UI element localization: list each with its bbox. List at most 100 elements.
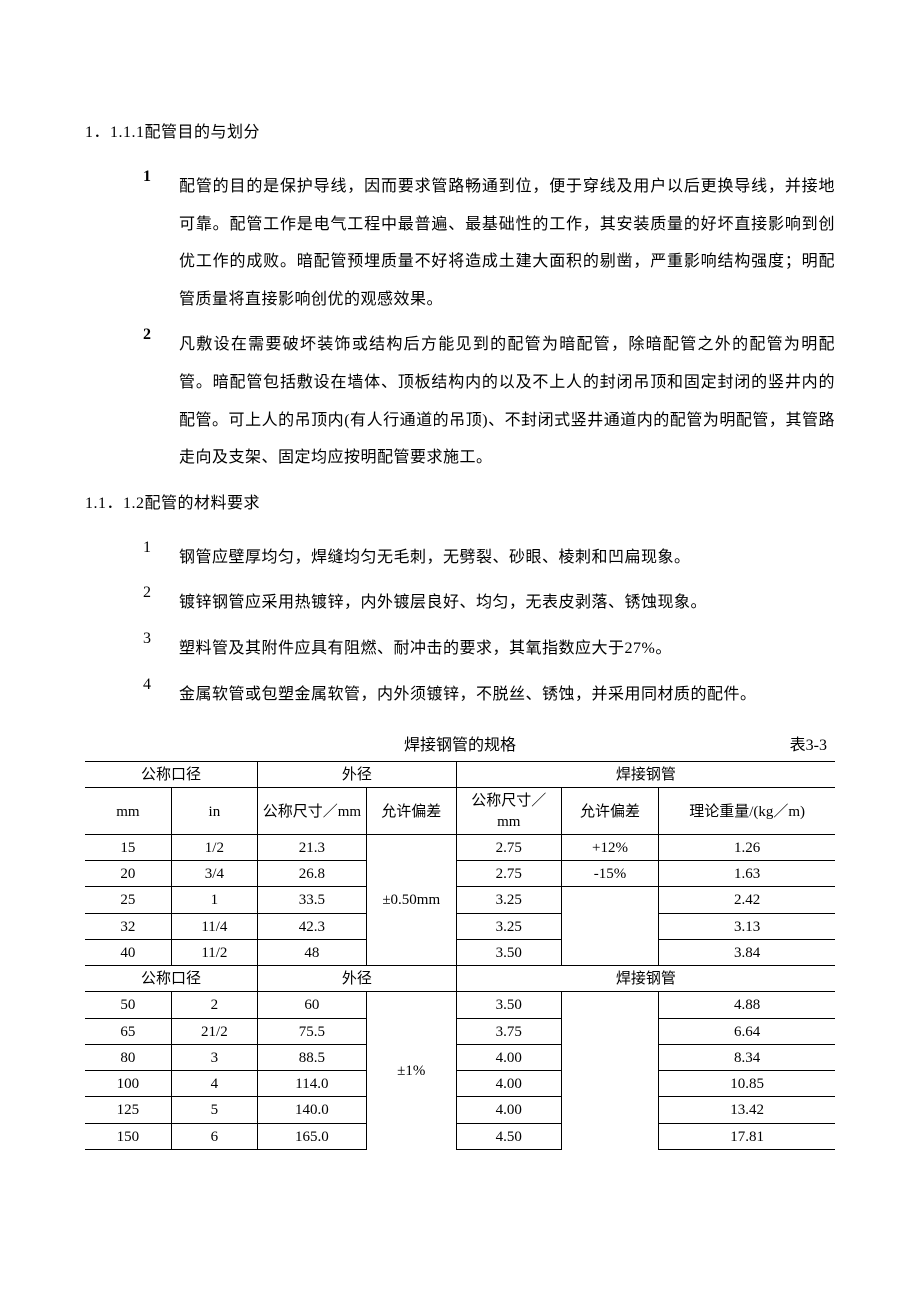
cell-wall: 3.25: [456, 887, 561, 913]
cell-wall: 3.50: [456, 939, 561, 965]
th-nominal: 公称口径: [85, 966, 258, 992]
cell-mm: 65: [85, 1018, 171, 1044]
cell-in: 6: [171, 1123, 257, 1149]
cell-in: 5: [171, 1097, 257, 1123]
item-text: 镀锌钢管应采用热镀锌，内外镀层良好、均匀，无表皮剥落、锈蚀现象。: [179, 584, 835, 622]
th-outer: 外径: [258, 762, 457, 788]
table-row: 40 11/2 48 3.50 3.84: [85, 939, 835, 965]
table-row: 80 3 88.5 4.00 8.34: [85, 1044, 835, 1070]
cell-wall: 2.75: [456, 861, 561, 887]
cell-wall: 4.00: [456, 1097, 561, 1123]
cell-in: 11/2: [171, 939, 257, 965]
cell-wt: 3.13: [659, 913, 835, 939]
list-item: 4 金属软管或包塑金属软管，内外须镀锌，不脱丝、锈蚀，并采用同材质的配件。: [143, 676, 835, 714]
section-1-list: 1 配管的目的是保护导线，因而要求管路畅通到位，便于穿线及用户以后更换导线，并接…: [85, 168, 835, 477]
cell-mm: 100: [85, 1071, 171, 1097]
cell-mm: 40: [85, 939, 171, 965]
list-item: 3 塑料管及其附件应具有阻燃、耐冲击的要求，其氧指数应大于27%。: [143, 630, 835, 668]
cell-in: 1: [171, 887, 257, 913]
item-number: 2: [143, 584, 179, 622]
th-weight: 理论重量/(kg／m): [659, 788, 835, 835]
section-number: 1．1.1.1: [85, 124, 145, 141]
cell-od: 114.0: [258, 1071, 367, 1097]
cell-od: 88.5: [258, 1044, 367, 1070]
th-in: in: [171, 788, 257, 835]
cell-in: 11/4: [171, 913, 257, 939]
table-row: 15 1/2 21.3 ±0.50mm 2.75 +12% 1.26: [85, 834, 835, 860]
item-text: 配管的目的是保护导线，因而要求管路畅通到位，便于穿线及用户以后更换导线，并接地可…: [179, 168, 835, 318]
cell-in: 3: [171, 1044, 257, 1070]
table-title: 焊接钢管的规格: [404, 731, 516, 755]
th-nominal: 公称口径: [85, 762, 258, 788]
table-row: 65 21/2 75.5 3.75 6.64: [85, 1018, 835, 1044]
table-header-row: 公称口径 外径 焊接钢管: [85, 762, 835, 788]
item-text: 塑料管及其附件应具有阻燃、耐冲击的要求，其氧指数应大于27%。: [179, 630, 835, 668]
table-row: 150 6 165.0 4.50 17.81: [85, 1123, 835, 1149]
item-text: 金属软管或包塑金属软管，内外须镀锌，不脱丝、锈蚀，并采用同材质的配件。: [179, 676, 835, 714]
cell-mm: 125: [85, 1097, 171, 1123]
cell-mm: 15: [85, 834, 171, 860]
cell-wt: 10.85: [659, 1071, 835, 1097]
pipe-spec-table-wrap: 焊接钢管的规格 表3-3 公称口径 外径 焊接钢管 mm in 公称尺寸／mm …: [85, 731, 835, 1150]
cell-wall: 3.50: [456, 992, 561, 1018]
item-number: 1: [143, 168, 179, 318]
cell-in: 3/4: [171, 861, 257, 887]
cell-mm: 150: [85, 1123, 171, 1149]
cell-wt: 13.42: [659, 1097, 835, 1123]
cell-od: 60: [258, 992, 367, 1018]
table-row: 50 2 60 ±1% 3.50 4.88: [85, 992, 835, 1018]
cell-mm: 80: [85, 1044, 171, 1070]
cell-wt: 17.81: [659, 1123, 835, 1149]
th-outer: 外径: [258, 966, 457, 992]
section-2-list: 1 钢管应壁厚均匀，焊缝均匀无毛刺，无劈裂、砂眼、棱刺和凹扁现象。 2 镀锌钢管…: [85, 539, 835, 713]
item-text: 凡敷设在需要破坏装饰或结构后方能见到的配管为暗配管，除暗配管之外的配管为明配管。…: [179, 326, 835, 476]
table-number: 表3-3: [790, 731, 827, 755]
cell-od: 33.5: [258, 887, 367, 913]
cell-od: 140.0: [258, 1097, 367, 1123]
section-title: 配管目的与划分: [145, 124, 261, 141]
th-welded: 焊接钢管: [456, 762, 835, 788]
list-item: 2 凡敷设在需要破坏装饰或结构后方能见到的配管为暗配管，除暗配管之外的配管为明配…: [143, 326, 835, 476]
cell-in: 2: [171, 992, 257, 1018]
cell-wall: 2.75: [456, 834, 561, 860]
section-heading-2: 1.1．1.2配管的材料要求: [85, 489, 835, 513]
cell-wall: 4.50: [456, 1123, 561, 1149]
th-od-tol: 允许偏差: [366, 788, 456, 835]
cell-mm: 20: [85, 861, 171, 887]
table-row: 32 11/4 42.3 3.25 3.13: [85, 913, 835, 939]
cell-od: 75.5: [258, 1018, 367, 1044]
cell-wall: 3.75: [456, 1018, 561, 1044]
cell-wt: 6.64: [659, 1018, 835, 1044]
cell-wt: 4.88: [659, 992, 835, 1018]
cell-od-tol: ±0.50mm: [366, 834, 456, 965]
th-wall: 公称尺寸／mm: [456, 788, 561, 835]
cell-in: 4: [171, 1071, 257, 1097]
cell-od-tol: ±1%: [366, 992, 456, 1150]
item-text: 钢管应壁厚均匀，焊缝均匀无毛刺，无劈裂、砂眼、棱刺和凹扁现象。: [179, 539, 835, 577]
cell-wt: 8.34: [659, 1044, 835, 1070]
table-subheader-row: mm in 公称尺寸／mm 允许偏差 公称尺寸／mm 允许偏差 理论重量/(kg…: [85, 788, 835, 835]
item-number: 4: [143, 676, 179, 714]
item-number: 3: [143, 630, 179, 668]
list-item: 1 配管的目的是保护导线，因而要求管路畅通到位，便于穿线及用户以后更换导线，并接…: [143, 168, 835, 318]
cell-mm: 32: [85, 913, 171, 939]
cell-wt: 1.63: [659, 861, 835, 887]
table-row: 25 1 33.5 3.25 2.42: [85, 887, 835, 913]
th-welded: 焊接钢管: [456, 966, 835, 992]
list-item: 2 镀锌钢管应采用热镀锌，内外镀层良好、均匀，无表皮剥落、锈蚀现象。: [143, 584, 835, 622]
item-number: 1: [143, 539, 179, 577]
table-midheader-row: 公称口径 外径 焊接钢管: [85, 966, 835, 992]
section-number: 1.1．1.2: [85, 495, 145, 512]
cell-in: 21/2: [171, 1018, 257, 1044]
table-row: 125 5 140.0 4.00 13.42: [85, 1097, 835, 1123]
cell-wall-tol: +12%: [561, 834, 659, 860]
cell-mm: 25: [85, 887, 171, 913]
table-row: 20 3/4 26.8 2.75 -15% 1.63: [85, 861, 835, 887]
cell-in: 1/2: [171, 834, 257, 860]
cell-wall-tol-empty: [561, 887, 659, 966]
cell-od: 48: [258, 939, 367, 965]
cell-wall-tol-empty: [561, 992, 659, 1150]
cell-od: 26.8: [258, 861, 367, 887]
cell-wt: 1.26: [659, 834, 835, 860]
cell-wall: 4.00: [456, 1044, 561, 1070]
